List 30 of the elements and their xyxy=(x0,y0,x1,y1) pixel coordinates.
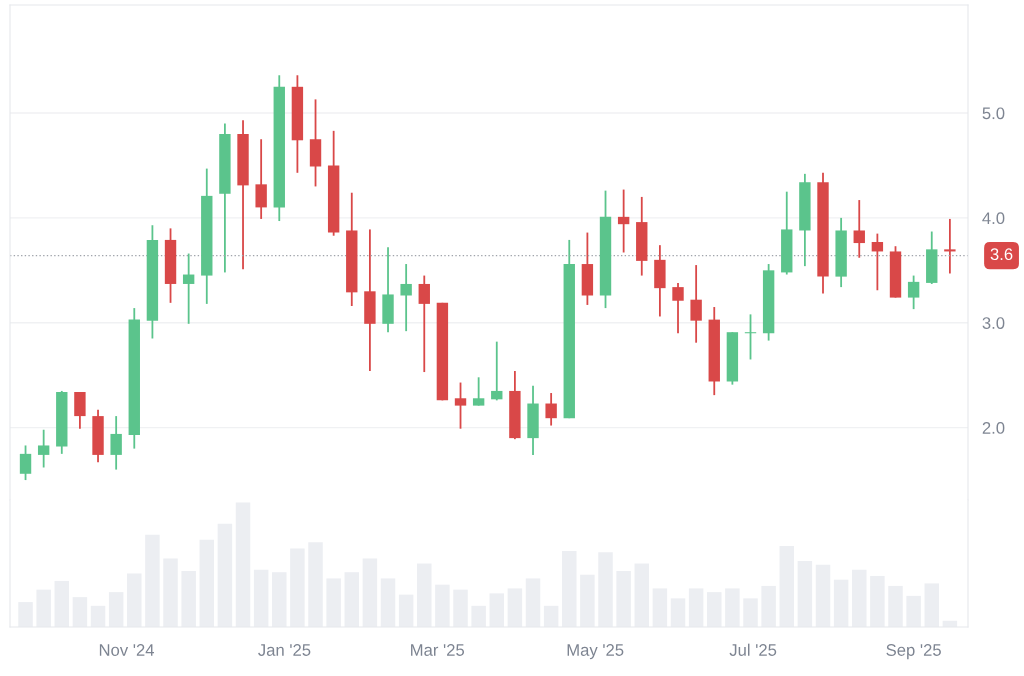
candlestick xyxy=(871,232,884,292)
y-tick-label: 5.0 xyxy=(982,107,1005,120)
candlestick xyxy=(255,138,267,220)
candlestick xyxy=(418,274,430,373)
candlestick xyxy=(545,392,557,427)
candlestick xyxy=(110,415,122,471)
x-tick-label: Sep '25 xyxy=(886,644,941,660)
candlestick xyxy=(672,282,684,335)
x-tick-label: Jul '25 xyxy=(729,643,777,656)
candlestick xyxy=(491,340,503,402)
ref-line-label: 3.6 xyxy=(990,248,1013,261)
y-tick-label: 2.0 xyxy=(982,422,1005,434)
candlestick xyxy=(744,313,757,361)
candlestick xyxy=(617,188,630,254)
x-tick-label: Mar '25 xyxy=(411,644,465,656)
candlestick xyxy=(907,274,920,311)
candlestick xyxy=(472,376,485,407)
candlestick xyxy=(19,444,32,481)
y-tick-label: 3.0 xyxy=(982,317,1005,329)
candlestick xyxy=(182,252,195,325)
y-tick-label: 4.0 xyxy=(982,212,1005,225)
candlestick xyxy=(853,199,865,259)
x-tick-label: May '25 xyxy=(567,644,624,660)
candlestick xyxy=(454,381,467,430)
candlestick xyxy=(944,218,956,275)
x-tick-label: Jan '25 xyxy=(258,644,311,656)
x-tick-label: Nov '24 xyxy=(99,644,155,656)
candlestick xyxy=(690,264,702,344)
candlestick xyxy=(37,428,50,469)
candlestick xyxy=(400,263,412,333)
